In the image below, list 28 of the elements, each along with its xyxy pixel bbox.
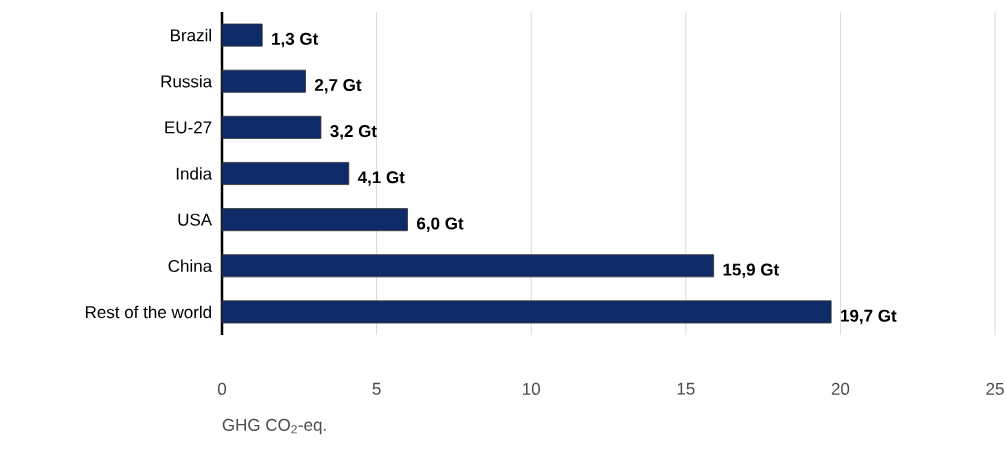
bar — [221, 69, 306, 93]
data-label: 19,7 Gt — [841, 309, 897, 325]
data-label: 4,1 Gt — [357, 171, 405, 186]
y-tick-label: Brazil — [171, 28, 211, 42]
data-label: 2,7 Gt — [314, 78, 362, 94]
bar — [221, 115, 322, 139]
y-tick-label: USA — [178, 213, 213, 226]
bar — [221, 254, 715, 278]
x-axis-title: GHG CO$_{2}$-eq. — [222, 418, 326, 435]
y-tick-label: China — [168, 259, 213, 273]
x-tick-label: 25 — [986, 382, 1004, 395]
bar — [221, 300, 832, 324]
bar — [221, 208, 408, 232]
x-tick-label: 15 — [677, 382, 695, 395]
y-tick-label: Rest of the world — [85, 305, 212, 319]
bar — [221, 162, 350, 185]
y-tick-label: India — [176, 167, 213, 180]
x-tick-label: 0 — [217, 382, 227, 395]
data-label: 3,2 Gt — [330, 125, 377, 140]
data-label: 6,0 Gt — [417, 217, 464, 232]
x-tick-label: 5 — [372, 382, 381, 395]
y-tick-label: Russia — [161, 74, 213, 88]
bar — [221, 23, 263, 47]
data-label: 15,9 Gt — [723, 263, 779, 279]
x-tick-label: 20 — [831, 382, 850, 395]
x-tick-label: 10 — [523, 382, 540, 395]
y-tick-label: EU-27 — [165, 121, 212, 134]
data-label: 1,3 Gt — [272, 32, 319, 48]
